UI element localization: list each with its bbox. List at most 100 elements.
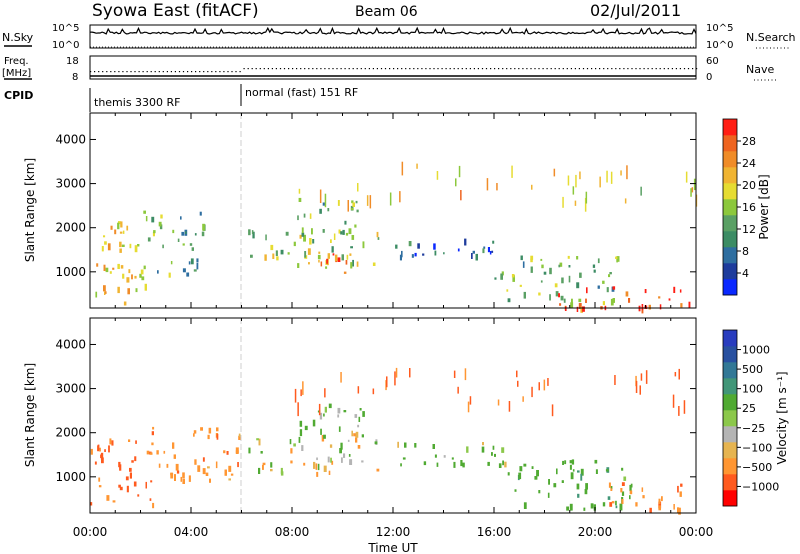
velocity-data-cell — [514, 489, 517, 492]
freq-panel: Freq. [MHz] 18 8 60 0 Nave — [2, 55, 776, 83]
freq-point — [106, 71, 108, 73]
power-data-cell — [512, 275, 515, 282]
power-data-cell — [472, 250, 475, 254]
colorbar-tick-label: 24 — [742, 157, 756, 170]
freq-tick-top: 18 — [66, 56, 79, 67]
freq-point — [631, 68, 633, 70]
power-data-cell — [317, 254, 321, 260]
power-data-cell — [443, 252, 445, 255]
power-data-cell — [114, 229, 117, 235]
velocity-data-cell — [462, 462, 465, 468]
power-data-cell — [196, 258, 199, 263]
velocity-data-cell — [235, 447, 239, 454]
freq-point — [498, 68, 500, 70]
freq-point — [207, 71, 209, 73]
freq-point — [231, 71, 233, 73]
velocity-data-cell — [443, 455, 446, 458]
velocity-data-cell — [481, 446, 485, 453]
power-data-cell — [344, 220, 347, 225]
velocity-data-cell — [649, 507, 652, 514]
power-data-cell — [585, 298, 587, 303]
power-data-cell — [644, 289, 647, 294]
velocity-data-cell — [584, 489, 588, 495]
freq-point — [348, 68, 350, 70]
velocity-data-cell — [194, 459, 197, 465]
colorbar-block — [723, 394, 737, 411]
velocity-data-cell — [111, 440, 114, 446]
power-data-cell — [584, 197, 587, 212]
power-data-cell — [270, 244, 274, 251]
power-data-cell — [202, 224, 205, 228]
freq-point — [300, 68, 302, 70]
freq-point — [397, 68, 399, 70]
colorbar-block — [723, 135, 737, 152]
velocity-data-cell — [518, 472, 522, 480]
velocity-data-cell — [661, 496, 663, 502]
power-data-cell — [287, 252, 290, 255]
velocity-data-cell — [343, 453, 346, 458]
colorbar-block — [723, 119, 737, 136]
velocity-data-cell — [678, 507, 681, 515]
velocity-data-cell — [152, 502, 155, 509]
nave-tick-bottom: 0 — [706, 72, 712, 83]
velocity-data-cell — [119, 486, 123, 491]
velocity-data-cell — [423, 461, 427, 466]
nsky-tick-top: 10^5 — [52, 23, 79, 34]
velocity-data-cell — [672, 394, 675, 408]
velocity-data-cell — [507, 472, 510, 476]
power-data-cell — [489, 251, 492, 255]
freq-point — [603, 68, 605, 70]
power-data-cell — [309, 213, 312, 219]
velocity-data-cell — [400, 463, 402, 467]
power-data-cell — [648, 304, 651, 310]
power-data-cell — [330, 239, 332, 243]
colorbar-block — [723, 199, 737, 216]
velocity-data-cell — [293, 443, 296, 447]
freq-point — [304, 68, 306, 70]
power-data-cell — [506, 289, 509, 292]
velocity-data-cell — [361, 460, 364, 463]
power-data-cell — [691, 187, 694, 193]
freq-point — [405, 68, 407, 70]
power-data-cell — [434, 250, 437, 256]
power-data-cell — [332, 253, 335, 256]
velocity-data-cell — [223, 450, 226, 454]
velocity-data-cell — [228, 478, 231, 481]
power-data-cell — [322, 202, 326, 206]
power-data-cell — [248, 229, 251, 236]
velocity-data-cell — [680, 483, 683, 487]
velocity-data-cell — [119, 464, 122, 471]
freq-point — [162, 71, 164, 73]
power-data-cell — [143, 265, 146, 270]
power-data-cell — [112, 267, 115, 270]
power-data-cell — [196, 262, 199, 270]
nsearch-label: N.Search — [746, 31, 796, 44]
velocity-data-cell — [357, 445, 361, 449]
power-data-cell — [272, 253, 275, 259]
velocity-data-cell — [327, 456, 330, 463]
power-data-cell — [578, 303, 582, 309]
power-data-cell — [104, 291, 106, 295]
freq-point — [445, 68, 447, 70]
velocity-data-cell — [501, 447, 505, 453]
velocity-data-cell — [151, 442, 154, 446]
freq-point — [122, 71, 124, 73]
power-colorbar-blocks — [723, 119, 737, 296]
power-data-cell — [319, 189, 322, 203]
freq-point — [530, 68, 532, 70]
power-data-cell — [520, 255, 523, 261]
velocity-data-cell — [487, 461, 490, 466]
freq-point — [469, 68, 471, 70]
power-data-cell — [151, 216, 155, 223]
power-frame — [89, 112, 697, 309]
colorbar-block — [723, 167, 737, 184]
freq-point — [251, 68, 253, 70]
colorbar-block — [723, 183, 737, 200]
velocity-data-cell — [395, 367, 398, 378]
power-data-cell — [411, 254, 414, 258]
velocity-data-cell — [237, 462, 239, 468]
freq-point — [90, 71, 92, 73]
power-data-cell — [679, 289, 682, 293]
velocity-data-cell — [100, 454, 103, 459]
power-data-cell — [579, 171, 581, 180]
